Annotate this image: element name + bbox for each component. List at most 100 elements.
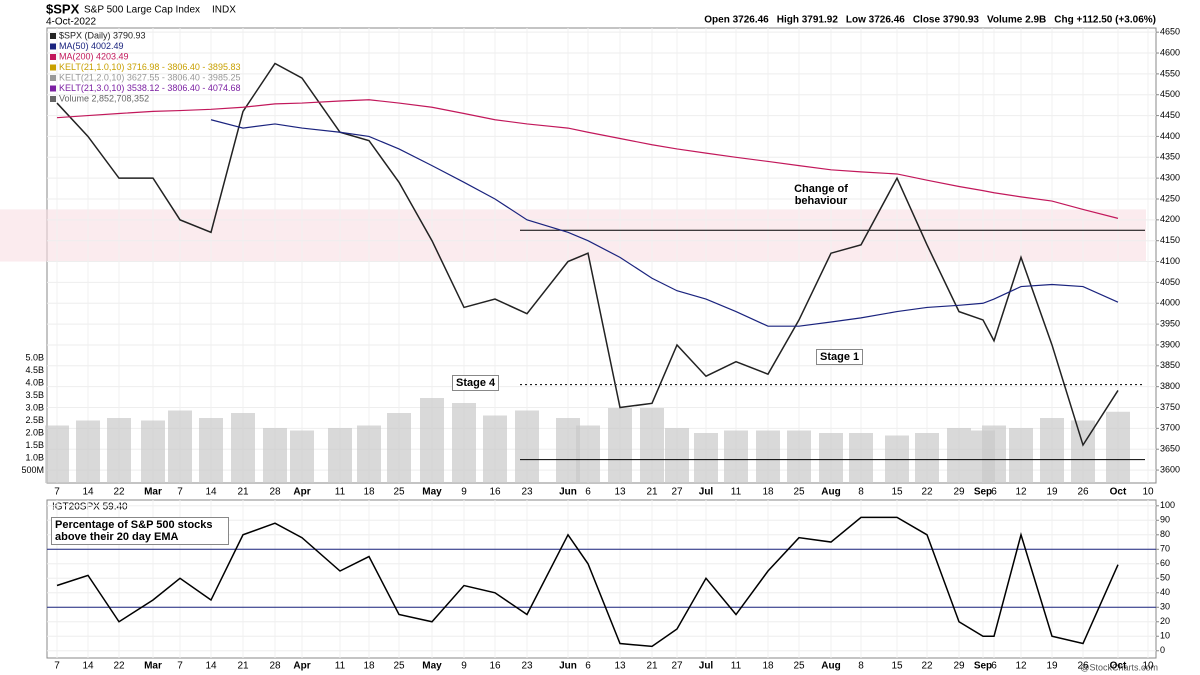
x-tick-label: Aug bbox=[821, 661, 840, 672]
legend-swatch bbox=[50, 54, 56, 60]
x-tick-label: 25 bbox=[793, 487, 805, 498]
y2-tick-label: 4.0B bbox=[25, 377, 44, 387]
x-tick-label: 23 bbox=[521, 487, 533, 498]
x-tick-label: 15 bbox=[891, 487, 903, 498]
volume-bar bbox=[263, 428, 287, 483]
legend-entry: MA(50) 4002.49 bbox=[59, 41, 124, 51]
y-tick-label: 4150 bbox=[1160, 235, 1180, 245]
legend-swatch bbox=[50, 64, 56, 71]
x-tick-label: 7 bbox=[177, 487, 183, 498]
y-tick-label: 4450 bbox=[1160, 110, 1180, 120]
legend-entry: $SPX (Daily) 3790.93 bbox=[59, 30, 146, 40]
volume-bar bbox=[76, 420, 100, 483]
x-tick-label: 14 bbox=[205, 487, 217, 498]
x-tick-label: Apr bbox=[293, 661, 310, 672]
x-tick-label: 7 bbox=[54, 487, 60, 498]
title: $SPX bbox=[46, 1, 80, 16]
y-tick-label: 70 bbox=[1160, 544, 1170, 554]
panel-frame bbox=[46, 499, 1157, 659]
volume-bar bbox=[665, 428, 689, 483]
x-tick-label: 9 bbox=[461, 661, 467, 672]
volume-bar bbox=[1009, 428, 1033, 483]
y-tick-label: 3950 bbox=[1160, 318, 1180, 328]
volume-bar bbox=[1071, 420, 1095, 483]
annotation: Stage 4 bbox=[452, 375, 500, 391]
x-tick-label: 16 bbox=[489, 487, 501, 498]
volume-bar bbox=[107, 418, 131, 483]
x-tick-label: 23 bbox=[521, 661, 533, 672]
volume-bar bbox=[576, 425, 600, 483]
y-tick-label: 20 bbox=[1160, 616, 1170, 626]
x-tick-label: 27 bbox=[671, 661, 683, 672]
x-tick-label: 10 bbox=[1142, 661, 1154, 672]
exchange: INDX bbox=[212, 5, 236, 16]
x-tick-label: Apr bbox=[293, 487, 310, 498]
x-tick-label: 21 bbox=[237, 487, 249, 498]
y-tick-label: 4600 bbox=[1160, 47, 1180, 57]
x-tick-label: 13 bbox=[614, 487, 626, 498]
x-tick-label: 6 bbox=[991, 661, 997, 672]
legend-entry: Volume 2,852,708,352 bbox=[59, 93, 149, 103]
x-tick-label: 14 bbox=[82, 487, 94, 498]
x-tick-label: 12 bbox=[1015, 661, 1027, 672]
legend-swatch bbox=[50, 85, 56, 92]
annotation: Stage 1 bbox=[816, 349, 864, 365]
y-tick-label: 3700 bbox=[1160, 423, 1180, 433]
y-tick-label: 60 bbox=[1160, 558, 1170, 568]
legend-swatch bbox=[50, 75, 56, 81]
x-tick-label: 21 bbox=[237, 661, 249, 672]
x-tick-label: 22 bbox=[921, 661, 933, 672]
y2-tick-label: 2.0B bbox=[25, 427, 44, 437]
volume-bar bbox=[1106, 411, 1130, 483]
y-tick-label: 3650 bbox=[1160, 444, 1180, 454]
credit: @StockCharts.com bbox=[1080, 662, 1158, 672]
x-tick-label: Jun bbox=[559, 661, 577, 672]
y-tick-label: 4000 bbox=[1160, 298, 1180, 308]
x-tick-label: 19 bbox=[1046, 487, 1058, 498]
y2-tick-label: 2.5B bbox=[25, 415, 44, 425]
legend-entry: MA(200) 4203.49 bbox=[59, 51, 129, 61]
y-tick-label: 4250 bbox=[1160, 193, 1180, 203]
x-tick-label: 18 bbox=[762, 661, 774, 672]
zone bbox=[0, 209, 1146, 262]
x-tick-label: 16 bbox=[489, 661, 501, 672]
x-tick-label: 21 bbox=[646, 661, 658, 672]
x-tick-label: Sep bbox=[974, 661, 992, 672]
quote: High 3791.92 bbox=[777, 15, 839, 26]
x-tick-label: 18 bbox=[762, 487, 774, 498]
x-tick-label: 8 bbox=[858, 487, 864, 498]
volume-bar bbox=[694, 433, 718, 483]
volume-bar bbox=[231, 413, 255, 483]
x-tick-label: May bbox=[422, 661, 442, 672]
x-tick-label: 12 bbox=[1015, 487, 1027, 498]
y-tick-label: 100 bbox=[1160, 500, 1175, 510]
volume-bar bbox=[357, 425, 381, 483]
panel-title: !GT20SPX 59.40 bbox=[52, 502, 128, 513]
x-tick-label: 29 bbox=[953, 661, 965, 672]
x-tick-label: Jun bbox=[559, 487, 577, 498]
y2-tick-label: 500M bbox=[21, 465, 44, 475]
volume-bar bbox=[387, 413, 411, 483]
y-tick-label: 4350 bbox=[1160, 152, 1180, 162]
y-tick-label: 4100 bbox=[1160, 256, 1180, 266]
volume-bar bbox=[849, 433, 873, 483]
legend-swatch bbox=[50, 96, 56, 102]
y-tick-label: 50 bbox=[1160, 573, 1170, 583]
x-tick-label: 22 bbox=[921, 487, 933, 498]
volume-bar bbox=[724, 430, 748, 483]
quote: Low 3726.46 bbox=[846, 15, 905, 26]
x-tick-label: Oct bbox=[1110, 661, 1127, 672]
x-tick-label: 10 bbox=[1142, 487, 1154, 498]
volume-bar bbox=[483, 415, 507, 483]
y-tick-label: 3850 bbox=[1160, 360, 1180, 370]
legend-swatch bbox=[50, 43, 56, 50]
volume-bar bbox=[199, 418, 223, 483]
y-tick-label: 4550 bbox=[1160, 68, 1180, 78]
x-tick-label: 11 bbox=[731, 487, 742, 498]
x-tick-label: 25 bbox=[393, 661, 405, 672]
y-tick-label: 30 bbox=[1160, 602, 1170, 612]
volume-bar bbox=[452, 403, 476, 483]
volume-bar bbox=[290, 430, 314, 483]
annotation: Change of behaviour bbox=[794, 183, 848, 207]
x-tick-label: Sep bbox=[974, 487, 992, 498]
